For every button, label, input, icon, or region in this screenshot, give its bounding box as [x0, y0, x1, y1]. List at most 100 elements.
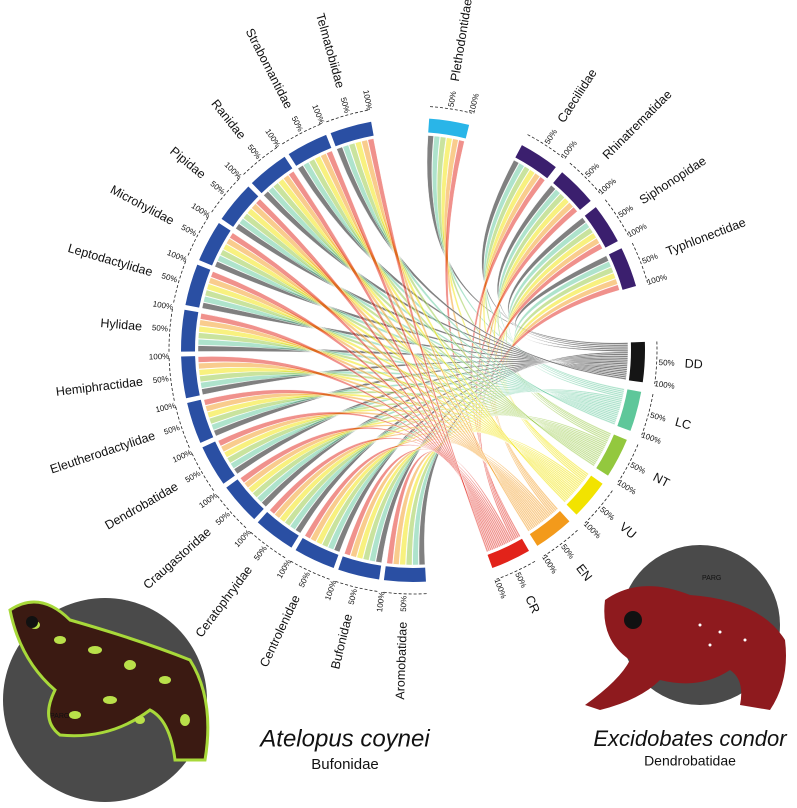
- group-label: Dendrobatidae: [103, 479, 181, 532]
- group-label: Hylidae: [100, 316, 143, 333]
- group-label: LC: [674, 415, 693, 433]
- chord: [367, 138, 489, 553]
- segment: [628, 341, 645, 383]
- chord: [412, 389, 623, 566]
- chord: [197, 356, 501, 548]
- segment: [553, 172, 591, 210]
- group-label: CR: [522, 593, 542, 615]
- tick-label: 50%: [629, 460, 647, 475]
- scale-arc: [429, 106, 473, 114]
- tick-label: 50%: [559, 542, 576, 560]
- chord: [229, 232, 496, 550]
- chord: [223, 408, 578, 491]
- group-label: Telmatobiidae: [313, 12, 347, 90]
- tick-label: 100%: [190, 201, 212, 220]
- chord: [315, 428, 582, 545]
- segment: [181, 356, 200, 399]
- species-family: Dendrobatidae: [644, 753, 736, 769]
- scale-arc: [249, 531, 286, 559]
- scale-arc: [326, 109, 370, 123]
- logo: PARG: [50, 713, 69, 720]
- chord: [255, 198, 494, 551]
- chord: [507, 222, 624, 397]
- segment: [221, 186, 259, 227]
- chords: [197, 135, 629, 566]
- tick-label: 100%: [149, 352, 170, 362]
- segment: [338, 556, 382, 580]
- group-label: Leptodactylidae: [66, 241, 154, 279]
- scale-arc: [543, 529, 578, 557]
- scale-arc: [631, 242, 648, 283]
- frog-illustration-left: [3, 598, 210, 802]
- scale-arc: [282, 123, 322, 145]
- tick-label: 100%: [171, 448, 193, 465]
- tick-label: 100%: [152, 299, 174, 311]
- chord: [426, 135, 629, 345]
- chord: [220, 411, 544, 523]
- scale-arc: [654, 341, 658, 385]
- tick-label: 100%: [646, 272, 668, 286]
- group-label: Centrolenidae: [257, 593, 303, 669]
- group-label: Rhinatrematidae: [600, 87, 675, 162]
- tick-label: 50%: [347, 588, 360, 606]
- tick-label: 50%: [447, 90, 458, 107]
- group-label: Ranidae: [208, 97, 248, 142]
- segment: [487, 538, 529, 569]
- group-label: Siphonopidae: [637, 154, 709, 207]
- group-label: Bufonidae: [328, 613, 355, 671]
- tick-label: 100%: [540, 553, 559, 575]
- scale-arc: [617, 444, 639, 483]
- segment: [428, 118, 470, 139]
- tick-label: 100%: [263, 127, 282, 149]
- tick-label: 100%: [559, 139, 579, 161]
- tick-label: 100%: [640, 430, 662, 446]
- tick-label: 50%: [209, 179, 227, 196]
- tick-label: 100%: [616, 478, 638, 497]
- scale-arc: [175, 405, 190, 448]
- chord: [304, 444, 510, 544]
- segment: [515, 145, 556, 179]
- scale-arc: [168, 356, 175, 401]
- group-label: NT: [651, 470, 673, 490]
- tick-label: 50%: [339, 96, 352, 114]
- group-label: DD: [684, 357, 703, 372]
- segment: [288, 134, 332, 166]
- tick-label: 100%: [654, 379, 676, 391]
- tick-label: 50%: [658, 358, 674, 368]
- scale-arc: [187, 216, 210, 256]
- chord: [444, 139, 521, 538]
- tick-label: 50%: [617, 203, 635, 219]
- tick-label: 100%: [275, 558, 293, 580]
- chord: [210, 271, 498, 549]
- scale-arc: [382, 591, 427, 595]
- group-label: Hemiphractidae: [55, 375, 144, 399]
- scale-arc: [496, 560, 536, 580]
- segment: [187, 399, 214, 443]
- group-label: Ceratophryidae: [193, 563, 255, 640]
- scale-arc: [243, 146, 279, 175]
- tick-label: 50%: [163, 423, 181, 437]
- tick-label: 50%: [513, 571, 528, 589]
- tick-label: 100%: [223, 160, 244, 181]
- segment: [199, 222, 231, 266]
- group-label: Eleutherodactylidae: [48, 429, 157, 477]
- group-label: Pipidae: [167, 144, 208, 181]
- logo: PARG: [702, 575, 721, 582]
- group-label: Typhlonectidae: [664, 215, 748, 258]
- chord: [484, 166, 611, 437]
- segment: [181, 309, 199, 352]
- frog-illustration-right: [585, 545, 786, 710]
- chord: [244, 424, 546, 521]
- scale-arc: [289, 560, 330, 580]
- tick-label: 100%: [597, 176, 618, 196]
- chord: [200, 313, 499, 549]
- scale-arc: [334, 580, 378, 592]
- tick-label: 50%: [252, 544, 269, 562]
- tick-label: 100%: [467, 92, 481, 114]
- segment: [185, 264, 211, 308]
- tick-label: 100%: [375, 591, 386, 612]
- segment: [584, 207, 618, 248]
- tick-label: 50%: [214, 510, 232, 527]
- tick-label: 50%: [152, 323, 169, 333]
- group-label: Strabomantidae: [243, 26, 296, 111]
